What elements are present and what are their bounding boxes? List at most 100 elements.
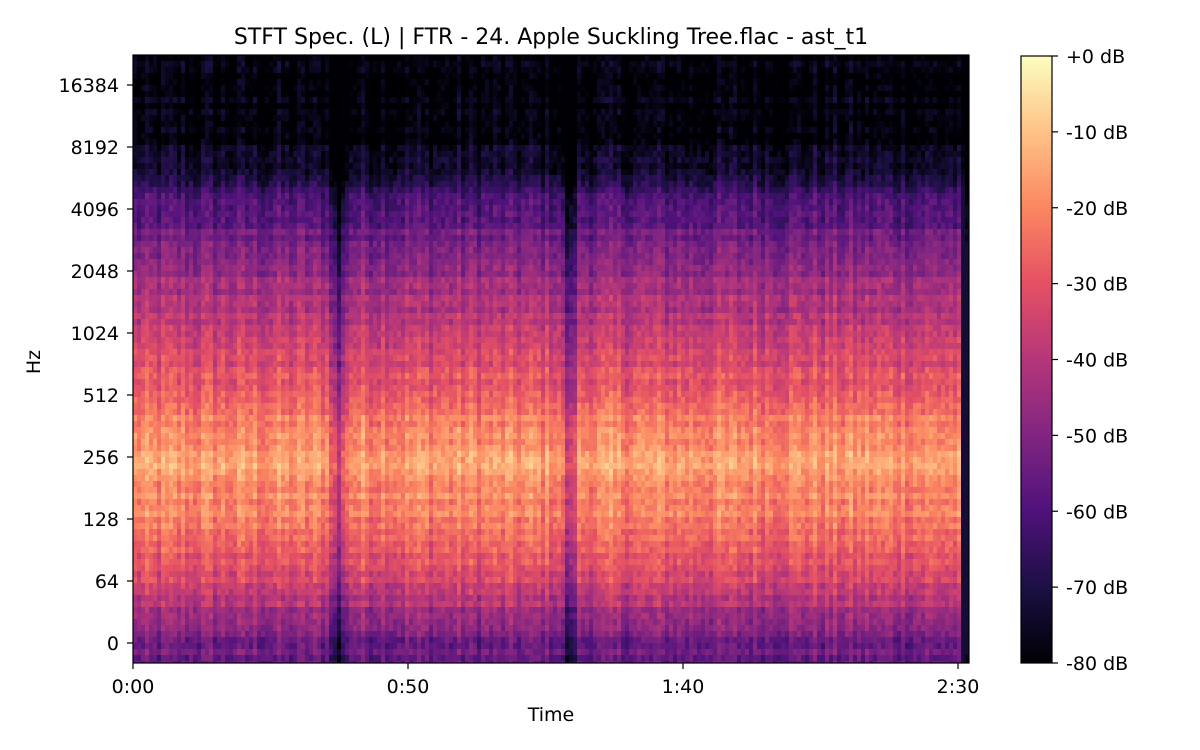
heatmap-cell [449, 133, 454, 140]
heatmap-cell [857, 127, 862, 134]
heatmap-cell [169, 115, 174, 122]
heatmap-cell [533, 127, 538, 134]
heatmap-cell [209, 163, 214, 170]
heatmap-cell [649, 73, 654, 80]
heatmap-cell [669, 73, 674, 80]
heatmap-cell [389, 175, 394, 182]
heatmap-cell [701, 127, 706, 134]
heatmap-cell [533, 55, 538, 62]
heatmap-cell [221, 67, 226, 74]
heatmap-cell [413, 61, 418, 68]
heatmap-cell [229, 109, 234, 116]
heatmap-cell [357, 115, 362, 122]
heatmap-cell [469, 55, 474, 62]
heatmap-cell [845, 127, 850, 134]
heatmap-cell [521, 91, 526, 98]
heatmap-cell [397, 115, 402, 122]
heatmap-cell [865, 97, 870, 104]
heatmap-cell [381, 175, 386, 182]
heatmap-cell [489, 151, 494, 158]
heatmap-cell [397, 151, 402, 158]
heatmap-cell [357, 175, 362, 182]
heatmap-cell [629, 103, 634, 110]
heatmap-cell [853, 79, 858, 86]
heatmap-cell [565, 91, 570, 98]
heatmap-cell [725, 121, 730, 128]
heatmap-cell [525, 151, 530, 158]
heatmap-cell [501, 67, 506, 74]
heatmap-cell [509, 79, 514, 86]
heatmap-cell [837, 145, 842, 152]
heatmap-cell [741, 73, 746, 80]
heatmap-cell [281, 109, 286, 116]
heatmap-cell [845, 163, 850, 170]
heatmap-cell [185, 103, 190, 110]
heatmap-cell [801, 121, 806, 128]
heatmap-cell [197, 103, 202, 110]
heatmap-cell [913, 91, 918, 98]
heatmap-cell [801, 145, 806, 152]
heatmap-cell [901, 103, 906, 110]
heatmap-cell [913, 85, 918, 92]
heatmap-cell [357, 127, 362, 134]
heatmap-cell [165, 145, 170, 152]
heatmap-cell [213, 109, 218, 116]
heatmap-cell [521, 97, 526, 104]
heatmap-cell [225, 103, 230, 110]
heatmap-cell [873, 127, 878, 134]
heatmap-cell [353, 85, 358, 92]
heatmap-cell [153, 67, 158, 74]
heatmap-cell [649, 169, 654, 176]
heatmap-cell [821, 151, 826, 158]
heatmap-cell [873, 121, 878, 128]
heatmap-cell [645, 169, 650, 176]
heatmap-cell [469, 67, 474, 74]
heatmap-cell [309, 157, 314, 164]
heatmap-cell [677, 133, 682, 140]
heatmap-cell [753, 139, 758, 146]
heatmap-cell [425, 133, 430, 140]
heatmap-cell [161, 55, 166, 62]
heatmap-cell [461, 67, 466, 74]
heatmap-cell [925, 151, 930, 158]
heatmap-cell [145, 127, 150, 134]
heatmap-cell [565, 127, 570, 134]
heatmap-cell [197, 109, 202, 116]
heatmap-cell [401, 169, 406, 176]
heatmap-cell [813, 139, 818, 146]
heatmap-cell [465, 97, 470, 104]
heatmap-cell [565, 97, 570, 104]
heatmap-cell [621, 127, 626, 134]
heatmap-cell [777, 169, 782, 176]
heatmap-cell [361, 151, 366, 158]
heatmap-cell [513, 157, 518, 164]
heatmap-cell [249, 61, 254, 68]
heatmap-cell [681, 79, 686, 86]
heatmap-cell [525, 109, 530, 116]
heatmap-cell [717, 97, 722, 104]
heatmap-cell [577, 97, 582, 104]
heatmap-cell [297, 91, 302, 98]
heatmap-cell [641, 97, 646, 104]
heatmap-cell [145, 73, 150, 80]
heatmap-cell [349, 157, 354, 164]
heatmap-cell [669, 103, 674, 110]
heatmap-cell [445, 67, 450, 74]
heatmap-cell [225, 169, 230, 176]
heatmap-cell [605, 91, 610, 98]
heatmap-cell [933, 133, 938, 140]
heatmap-cell [617, 109, 622, 116]
heatmap-cell [285, 109, 290, 116]
heatmap-cell [913, 133, 918, 140]
heatmap-cell [357, 151, 362, 158]
heatmap-cell [349, 97, 354, 104]
heatmap-cell [629, 55, 634, 62]
heatmap-cell [781, 169, 786, 176]
heatmap-cell [593, 67, 598, 74]
heatmap-cell [169, 79, 174, 86]
heatmap-cell [369, 145, 374, 152]
heatmap-cell [957, 97, 962, 104]
heatmap-cell [265, 79, 270, 86]
heatmap-cell [445, 97, 450, 104]
heatmap-cell [437, 91, 442, 98]
